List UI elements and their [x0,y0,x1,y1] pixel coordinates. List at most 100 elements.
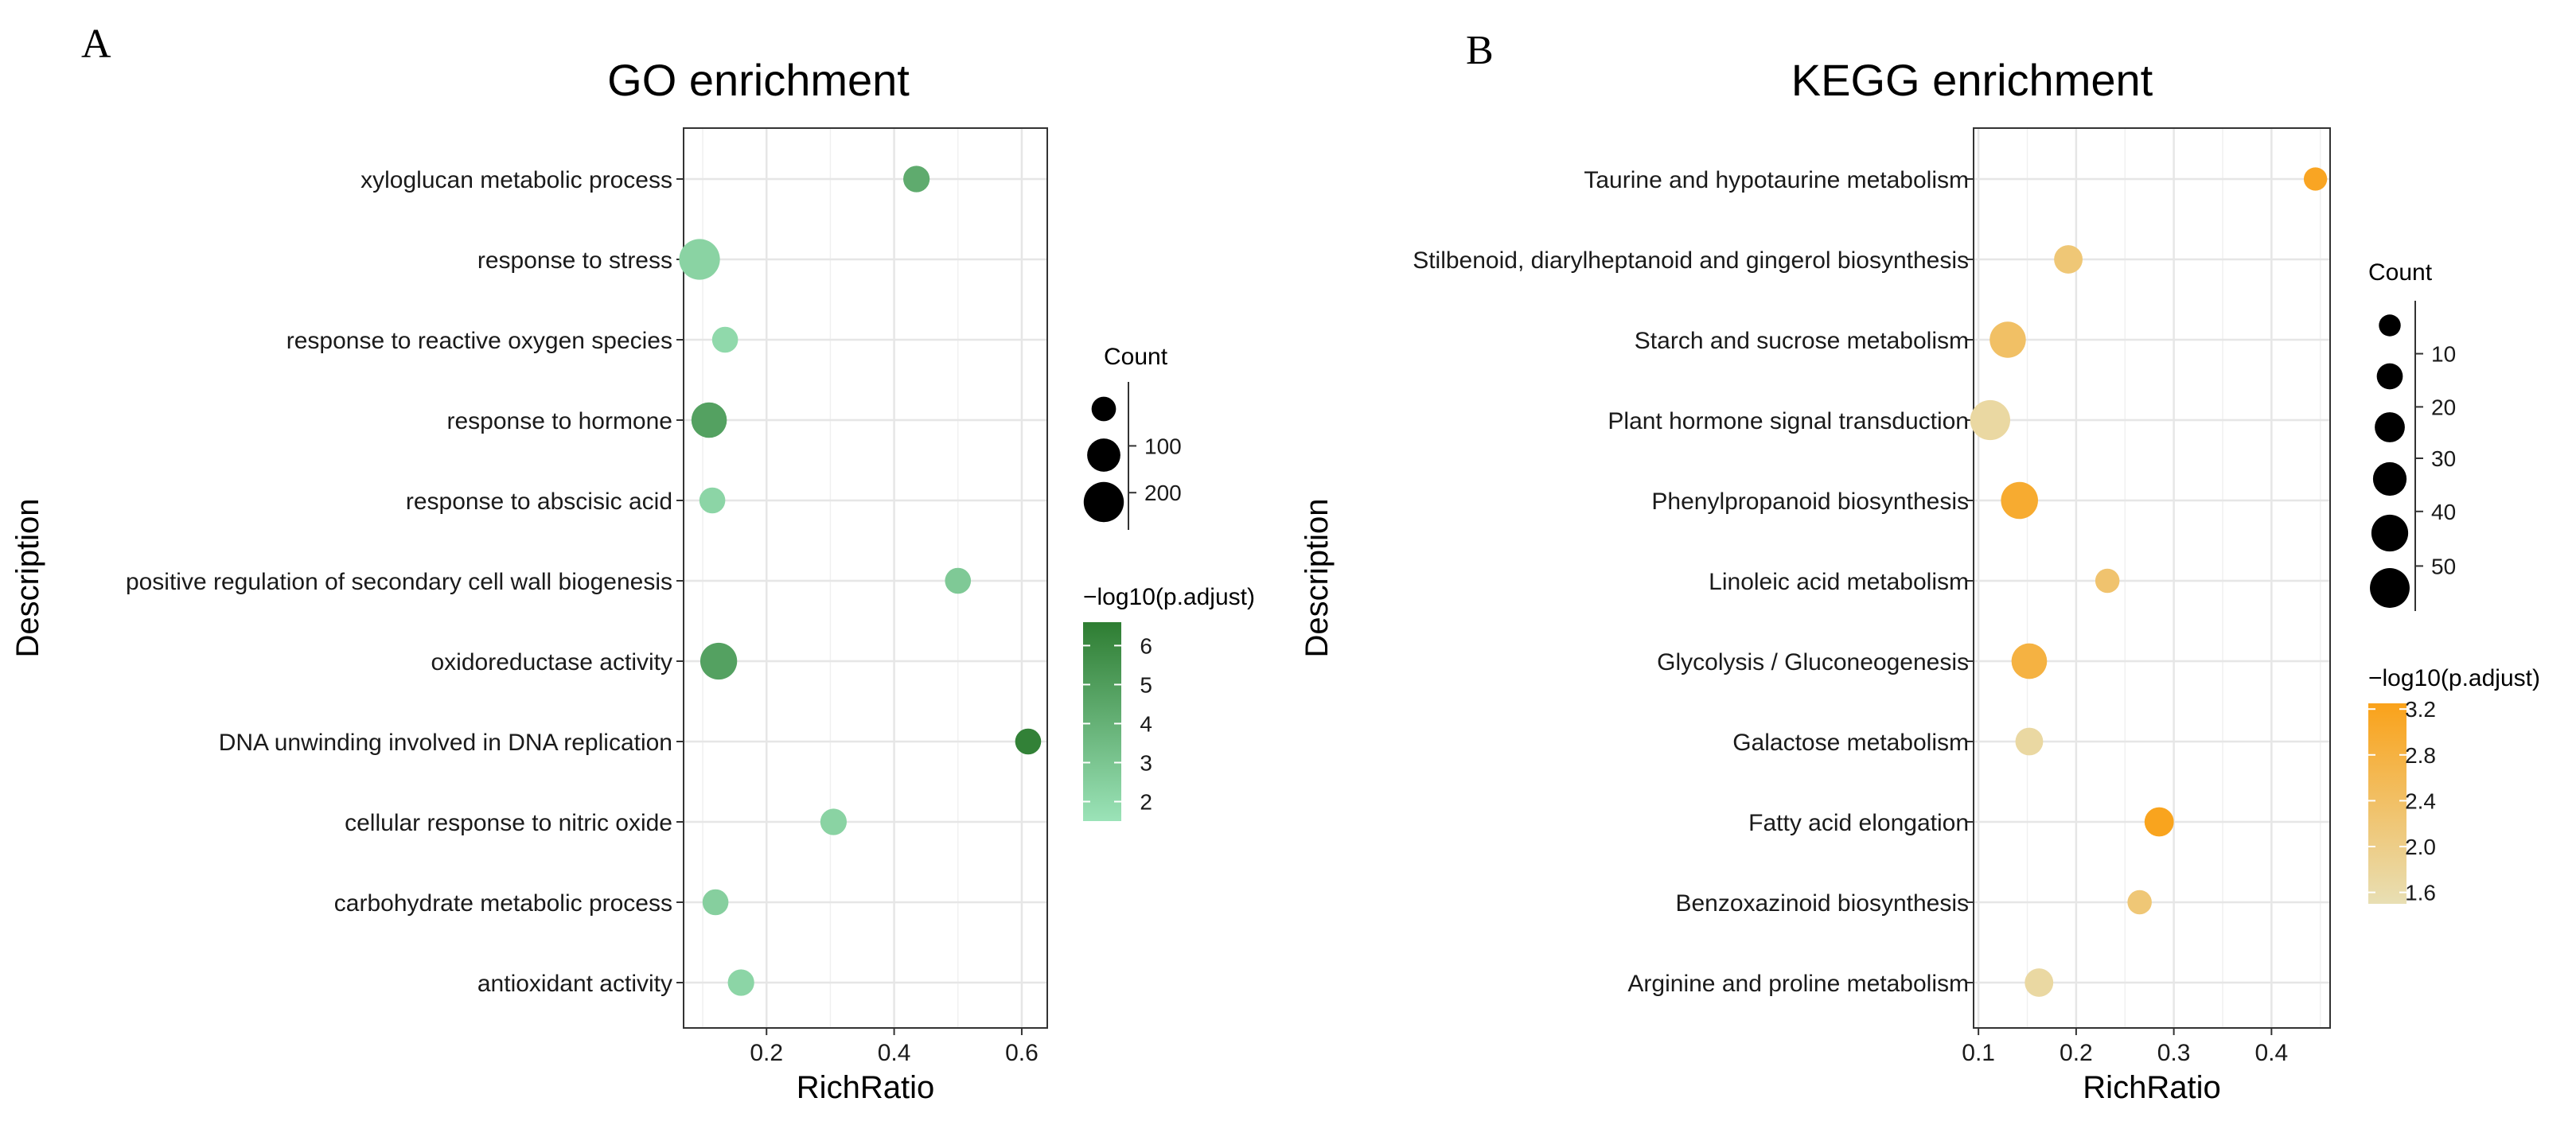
y-axis-title: Description [1300,498,1335,657]
color-legend-label: 4 [1140,711,1152,736]
y-tick-label: Phenylpropanoid biosynthesis [1651,489,1969,515]
data-point [700,642,738,680]
data-point [2095,568,2120,594]
size-legend-key [1091,396,1117,422]
x-tick-label: 0.2 [2060,1040,2093,1066]
y-tick-label: Taurine and hypotaurine metabolism [1584,167,1969,193]
y-tick-label: Galactose metabolism [1732,730,1969,756]
y-tick-label: response to abscisic acid [406,489,672,515]
data-point [2054,245,2083,274]
chart-title: GO enrichment [607,55,910,105]
kegg-enrichment-panel: B KEGG enrichment Taurine and hypotaurine … [1300,28,2540,1105]
size-legend: Count 10 20 30 40 50 [2368,259,2456,611]
color-legend-label: 2.8 [2405,743,2436,768]
y-tick-label: response to stress [477,247,672,274]
x-axis-title: RichRatio [797,1070,934,1105]
y-tick-label: oxidoreductase activity [431,649,673,675]
y-tick-label: cellular response to nitric oxide [345,810,672,836]
y-tick-label: Stilbenoid, diarylheptanoid and gingerol… [1413,247,1969,274]
data-point [903,165,930,193]
data-point [679,239,720,280]
size-legend-label: 20 [2431,395,2456,419]
go-enrichment-panel: A GO enrichment xyloglucan metabolic proce… [10,21,1255,1105]
size-legend-label: 100 [1144,434,1182,458]
data-point [820,808,848,835]
size-legend-label: 40 [2431,500,2456,524]
size-legend-title: Count [1104,344,1168,370]
color-legend-label: 5 [1140,672,1152,697]
data-point [711,326,739,353]
size-legend-label: 200 [1144,481,1182,505]
x-tick-label: 0.4 [2254,1040,2288,1066]
y-tick-label: response to hormone [446,408,672,434]
data-point [1015,728,1042,755]
panel-letter: A [81,21,111,67]
size-legend-key [2375,412,2405,442]
x-axis-title: RichRatio [2083,1070,2220,1105]
size-legend: Count 100 200 [1083,344,1182,530]
plot-border [1973,127,2331,1029]
data-point [2303,167,2328,191]
data-point [727,969,754,996]
y-tick-label: Linoleic acid metabolism [1709,569,1969,595]
x-tick-label: 0.4 [878,1040,911,1066]
y-tick-label: xyloglucan metabolic process [360,167,672,193]
y-tick-label: Plant hormone signal transduction [1608,408,1969,434]
y-tick-label: Glycolysis / Gluconeogenesis [1657,649,1969,675]
data-point [945,567,972,594]
data-point [702,889,729,916]
color-legend-title: −log10(p.adjust) [1083,584,1255,610]
data-point [2011,643,2048,679]
color-legend-label: 2.4 [2405,788,2436,813]
data-point [2144,807,2174,837]
panel-letter: B [1466,28,1494,73]
chart-title: KEGG enrichment [1791,55,2153,105]
data-point [1989,321,2026,358]
plot-border [683,127,1048,1029]
size-legend-key [2376,363,2403,390]
size-legend-label: 30 [2431,446,2456,471]
size-legend-label: 10 [2431,342,2456,367]
color-legend-bar [2368,703,2406,904]
y-tick-label: carbohydrate metabolic process [334,890,672,917]
x-tick-label: 0.3 [2157,1040,2191,1066]
size-legend-key [1083,481,1124,523]
y-tick-label: positive regulation of secondary cell wa… [126,569,672,595]
color-legend-title: −log10(p.adjust) [2368,665,2540,691]
color-legend-label: 2.0 [2405,835,2436,859]
data-point [699,487,726,514]
y-tick-label: Starch and sucrose metabolism [1635,328,1969,354]
color-legend-label: 3 [1140,750,1152,775]
color-legend-bar [1083,622,1121,821]
size-legend-label: 50 [2431,554,2456,578]
color-legend: −log10(p.adjust) 1.6 2.0 2.4 2.8 3.2 [2368,665,2540,905]
x-tick-label: 0.1 [1962,1040,1995,1066]
x-tick-label: 0.6 [1005,1040,1039,1066]
data-point [1970,399,2010,441]
y-axis-title: Description [10,498,45,657]
data-point [2025,968,2054,997]
color-legend: −log10(p.adjust) 2 3 4 5 6 [1083,584,1255,821]
y-tick-label: Benzoxazinoid biosynthesis [1675,890,1969,917]
size-legend-key [2372,461,2407,496]
data-points [679,165,1042,996]
size-legend-title: Count [2368,259,2433,286]
size-legend-key [2379,314,2401,337]
data-point [2015,727,2044,756]
y-tick-label: DNA unwinding involved in DNA replicatio… [219,730,672,756]
color-legend-label: 2 [1140,789,1152,814]
color-legend-label: 3.2 [2405,697,2436,722]
size-legend-key [2370,568,2410,608]
y-tick-label: Arginine and proline metabolism [1627,971,1969,997]
y-tick-label: response to reactive oxygen species [286,328,672,354]
grid-lines [684,128,1047,1028]
x-tick-label: 0.2 [750,1040,783,1066]
y-tick-label: antioxidant activity [477,971,672,997]
data-point [2001,481,2038,520]
data-point [691,402,727,438]
data-point [2127,890,2152,915]
size-legend-key [2371,514,2409,552]
y-tick-label: Fatty acid elongation [1748,810,1969,836]
color-legend-label: 6 [1140,633,1152,658]
